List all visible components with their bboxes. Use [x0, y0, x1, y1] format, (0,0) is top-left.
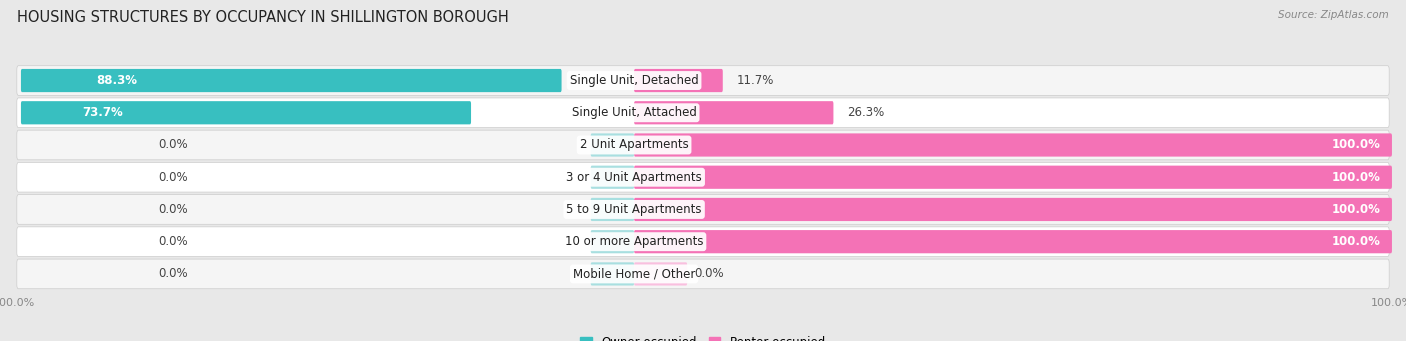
- FancyBboxPatch shape: [21, 101, 471, 124]
- Text: 3 or 4 Unit Apartments: 3 or 4 Unit Apartments: [567, 171, 702, 184]
- Text: Source: ZipAtlas.com: Source: ZipAtlas.com: [1278, 10, 1389, 20]
- FancyBboxPatch shape: [591, 133, 634, 157]
- FancyBboxPatch shape: [17, 162, 1389, 192]
- FancyBboxPatch shape: [17, 259, 1389, 289]
- FancyBboxPatch shape: [21, 69, 561, 92]
- FancyBboxPatch shape: [17, 98, 1389, 128]
- Text: 0.0%: 0.0%: [157, 138, 187, 151]
- Text: 5 to 9 Unit Apartments: 5 to 9 Unit Apartments: [567, 203, 702, 216]
- FancyBboxPatch shape: [634, 69, 723, 92]
- FancyBboxPatch shape: [634, 198, 1392, 221]
- Text: 100.0%: 100.0%: [1331, 203, 1381, 216]
- Text: 0.0%: 0.0%: [157, 203, 187, 216]
- Text: 88.3%: 88.3%: [96, 74, 138, 87]
- Text: 0.0%: 0.0%: [157, 235, 187, 248]
- Text: 100.0%: 100.0%: [1331, 171, 1381, 184]
- Text: 2 Unit Apartments: 2 Unit Apartments: [579, 138, 689, 151]
- Text: 26.3%: 26.3%: [848, 106, 884, 119]
- FancyBboxPatch shape: [17, 227, 1389, 256]
- FancyBboxPatch shape: [17, 195, 1389, 224]
- Text: 0.0%: 0.0%: [157, 267, 187, 280]
- Text: 0.0%: 0.0%: [157, 171, 187, 184]
- Text: Mobile Home / Other: Mobile Home / Other: [572, 267, 696, 280]
- FancyBboxPatch shape: [591, 166, 634, 189]
- FancyBboxPatch shape: [17, 66, 1389, 95]
- Text: Single Unit, Attached: Single Unit, Attached: [572, 106, 696, 119]
- Text: 0.0%: 0.0%: [695, 267, 724, 280]
- FancyBboxPatch shape: [591, 230, 634, 253]
- FancyBboxPatch shape: [634, 133, 1392, 157]
- FancyBboxPatch shape: [634, 230, 1392, 253]
- FancyBboxPatch shape: [634, 101, 834, 124]
- Text: 100.0%: 100.0%: [1331, 235, 1381, 248]
- Text: 11.7%: 11.7%: [737, 74, 773, 87]
- Text: 10 or more Apartments: 10 or more Apartments: [565, 235, 703, 248]
- FancyBboxPatch shape: [591, 262, 634, 285]
- Legend: Owner-occupied, Renter-occupied: Owner-occupied, Renter-occupied: [575, 331, 831, 341]
- FancyBboxPatch shape: [634, 166, 1392, 189]
- Text: HOUSING STRUCTURES BY OCCUPANCY IN SHILLINGTON BOROUGH: HOUSING STRUCTURES BY OCCUPANCY IN SHILL…: [17, 10, 509, 25]
- Text: 73.7%: 73.7%: [83, 106, 124, 119]
- Text: Single Unit, Detached: Single Unit, Detached: [569, 74, 699, 87]
- FancyBboxPatch shape: [634, 262, 688, 285]
- FancyBboxPatch shape: [17, 130, 1389, 160]
- Text: 100.0%: 100.0%: [1331, 138, 1381, 151]
- FancyBboxPatch shape: [591, 198, 634, 221]
